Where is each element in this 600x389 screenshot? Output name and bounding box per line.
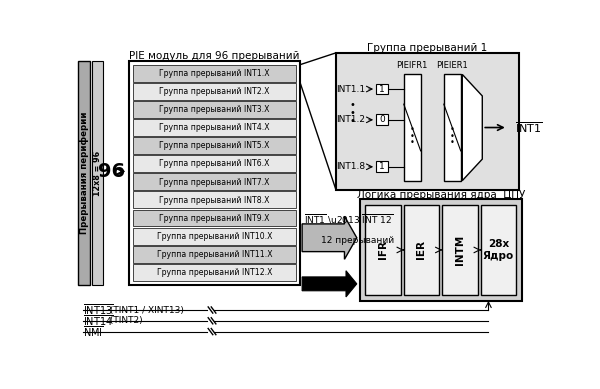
Text: 1: 1 <box>379 84 385 93</box>
Text: IFR: IFR <box>378 240 388 259</box>
Text: Группа прерываний INT11.X: Группа прерываний INT11.X <box>157 250 272 259</box>
Text: Группа прерываний 1: Группа прерываний 1 <box>367 43 488 53</box>
Text: PIEIER1: PIEIER1 <box>436 61 468 70</box>
Bar <box>376 161 388 172</box>
Polygon shape <box>302 216 357 259</box>
Bar <box>133 173 296 190</box>
Bar <box>360 199 521 301</box>
Bar <box>133 155 296 172</box>
Text: Логика прерывания ядра  ЦПУ: Логика прерывания ядра ЦПУ <box>356 189 525 200</box>
Text: INT1.2: INT1.2 <box>336 115 365 124</box>
Bar <box>129 61 300 286</box>
Text: PIEIFR1: PIEIFR1 <box>397 61 428 70</box>
Bar <box>133 65 296 82</box>
Text: Группа прерываний INT4.X: Группа прерываний INT4.X <box>159 123 269 132</box>
Bar <box>92 61 103 286</box>
Bar <box>78 61 91 286</box>
Text: Группа прерываний INT3.X: Группа прерываний INT3.X <box>159 105 269 114</box>
Text: Группа прерываний INT10.X: Группа прерываний INT10.X <box>157 232 272 241</box>
Bar <box>442 205 478 295</box>
Bar <box>376 114 388 125</box>
Text: $\overline{\rm INT14}$: $\overline{\rm INT14}$ <box>83 314 113 328</box>
Text: $\overline{\rm NMI}$: $\overline{\rm NMI}$ <box>83 324 103 339</box>
Text: •: • <box>410 131 415 140</box>
Text: •: • <box>350 100 356 110</box>
Text: INT1.1: INT1.1 <box>336 84 365 93</box>
Text: Группа прерываний INT8.X: Группа прерываний INT8.X <box>159 196 269 205</box>
Bar <box>133 83 296 100</box>
Bar <box>133 137 296 154</box>
Bar <box>404 74 421 180</box>
Bar <box>404 205 439 295</box>
Text: $\overline{\rm INT1}$ \u2013 $\overline{\rm INT\ 12}$: $\overline{\rm INT1}$ \u2013 $\overline{… <box>304 213 393 226</box>
Bar <box>133 264 296 281</box>
Text: •: • <box>450 125 455 134</box>
Bar <box>444 74 461 180</box>
Bar <box>133 228 296 245</box>
Text: (TINT2): (TINT2) <box>107 316 143 325</box>
Text: •: • <box>350 116 356 126</box>
Text: Группа прерываний INT12.X: Группа прерываний INT12.X <box>157 268 272 277</box>
Text: •: • <box>450 138 455 147</box>
Bar <box>336 53 519 190</box>
Text: •: • <box>450 131 455 140</box>
Text: Группа прерываний INT7.X: Группа прерываний INT7.X <box>159 177 269 186</box>
Text: Группа прерываний INT5.X: Группа прерываний INT5.X <box>159 141 269 150</box>
Bar <box>481 205 516 295</box>
Text: 1: 1 <box>379 162 385 171</box>
Text: 0: 0 <box>379 115 385 124</box>
Text: •: • <box>410 125 415 134</box>
Text: IER: IER <box>416 240 427 259</box>
Polygon shape <box>302 271 357 297</box>
Text: Прерывания периферии: Прерывания периферии <box>80 112 89 234</box>
Bar <box>133 101 296 118</box>
Text: PIE модуль для 96 прерываний: PIE модуль для 96 прерываний <box>129 51 299 61</box>
Text: $\overline{\rm INT13}$: $\overline{\rm INT13}$ <box>83 303 113 317</box>
Text: •: • <box>410 138 415 147</box>
Text: 12х8 = 96: 12х8 = 96 <box>93 151 102 196</box>
Text: Группа прерываний INT9.X: Группа прерываний INT9.X <box>159 214 269 223</box>
Polygon shape <box>462 74 482 180</box>
Text: 96: 96 <box>98 162 125 181</box>
Bar <box>133 246 296 263</box>
Text: 28x
Ядро: 28x Ядро <box>483 239 514 261</box>
Bar <box>365 205 401 295</box>
Text: 12 прерываний: 12 прерываний <box>322 237 394 245</box>
Text: $\overline{\rm INT1}$: $\overline{\rm INT1}$ <box>515 120 543 135</box>
Bar <box>133 191 296 209</box>
Text: Группа прерываний INT6.X: Группа прерываний INT6.X <box>159 159 269 168</box>
Bar <box>133 119 296 136</box>
Text: •: • <box>350 108 356 118</box>
Text: Группа прерываний INT2.X: Группа прерываний INT2.X <box>159 87 269 96</box>
Text: Группа прерываний INT1.X: Группа прерываний INT1.X <box>159 69 269 78</box>
Text: (TINT1 / XINT13): (TINT1 / XINT13) <box>107 305 184 315</box>
Text: INTM: INTM <box>455 235 465 265</box>
Text: INT1.8: INT1.8 <box>336 162 365 171</box>
Bar <box>376 84 388 95</box>
Bar <box>133 210 296 226</box>
